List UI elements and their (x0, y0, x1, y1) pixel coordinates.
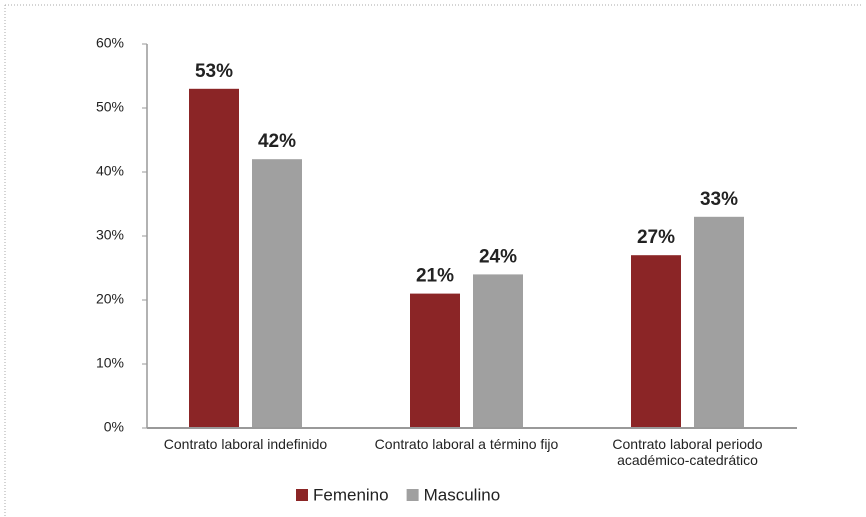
legend-swatch (406, 489, 419, 501)
y-tick-label: 0% (104, 419, 124, 435)
y-tick-label: 10% (96, 355, 124, 371)
value-label: 42% (258, 131, 296, 152)
legend-label: Masculino (424, 485, 501, 504)
x-tick-label: Contrato laboral periodo académico-cated… (612, 436, 763, 468)
x-tick-label: Contrato laboral indefinido (163, 436, 328, 452)
legend-label: Femenino (313, 485, 389, 504)
y-tick-label: 60% (96, 35, 124, 51)
y-tick-label: 30% (96, 227, 124, 243)
y-tick-label: 40% (96, 163, 124, 179)
bar (473, 274, 523, 428)
value-label: 21% (416, 266, 454, 287)
x-tick-label: Contrato laboral a término fijo (374, 436, 559, 452)
bar (631, 255, 681, 428)
value-label: 24% (479, 246, 517, 267)
y-tick-label: 20% (96, 291, 124, 307)
bar (694, 216, 744, 428)
y-tick-label: 50% (96, 99, 124, 115)
bar (252, 159, 302, 428)
value-label: 53% (195, 61, 233, 82)
bar (189, 88, 239, 429)
legend-swatch (296, 489, 308, 501)
value-label: 33% (700, 189, 738, 210)
value-label: 27% (637, 227, 675, 248)
bar (410, 293, 460, 428)
